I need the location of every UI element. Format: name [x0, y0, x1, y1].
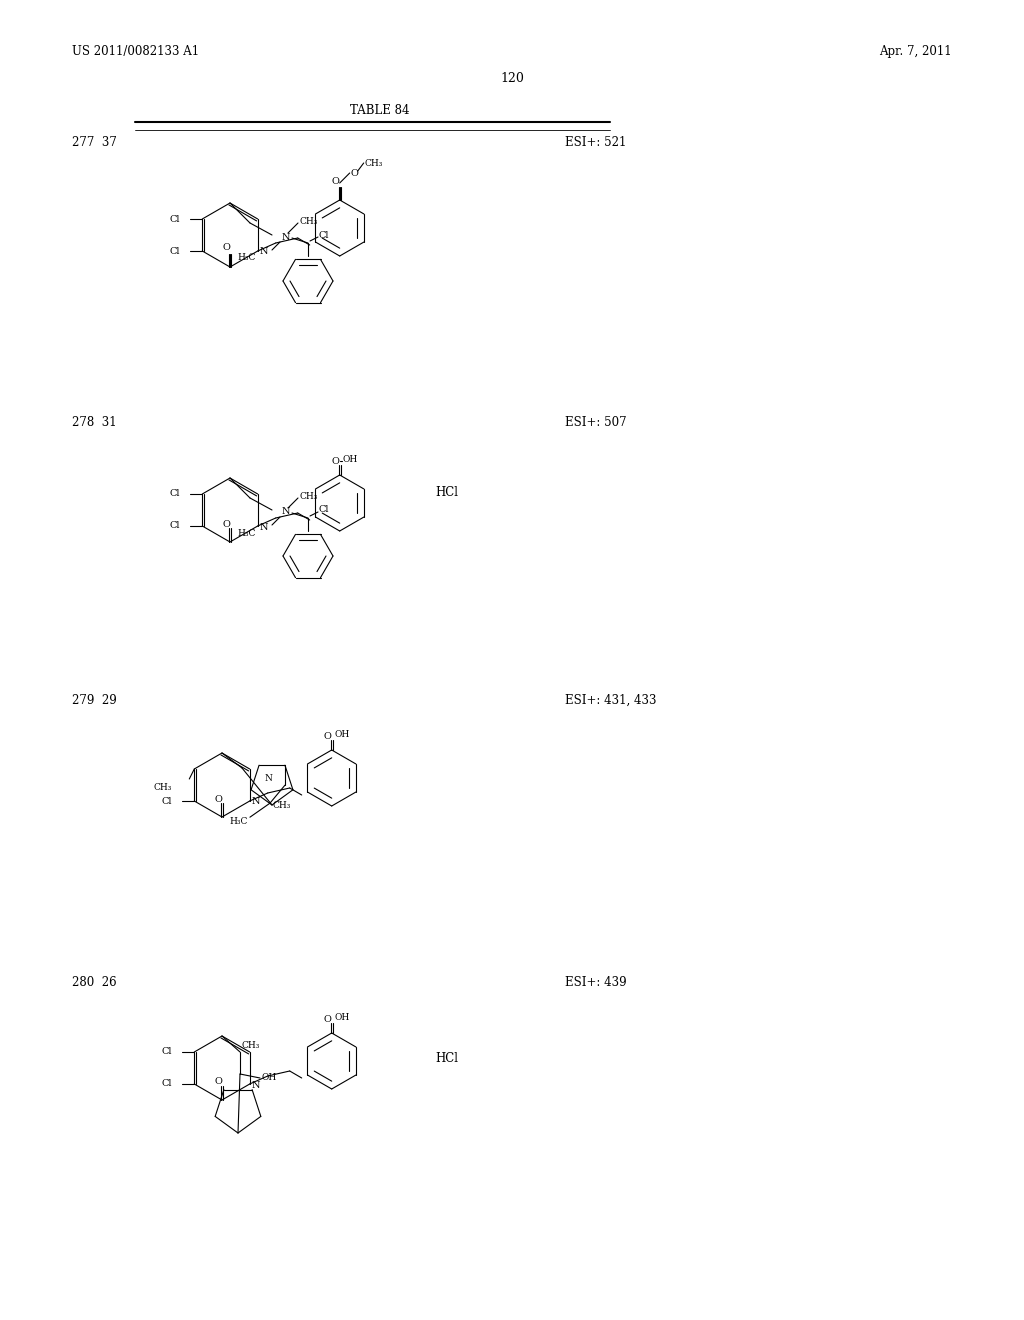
Text: H₃C: H₃C [229, 817, 248, 826]
Text: Cl: Cl [318, 506, 329, 515]
Text: CH₃: CH₃ [299, 491, 317, 500]
Text: O: O [332, 457, 340, 466]
Text: O: O [214, 1077, 222, 1086]
Text: 120: 120 [500, 71, 524, 84]
Text: H₃C: H₃C [238, 253, 256, 263]
Text: ESI+: 507: ESI+: 507 [565, 416, 627, 429]
Text: Cl: Cl [170, 521, 180, 531]
Text: Cl: Cl [162, 1080, 172, 1089]
Text: CH₃: CH₃ [365, 158, 383, 168]
Text: 277  37: 277 37 [72, 136, 117, 149]
Text: N: N [282, 232, 290, 242]
Text: N: N [252, 797, 260, 807]
Text: OH: OH [335, 1012, 350, 1022]
Text: CH₃: CH₃ [273, 801, 291, 809]
Text: O: O [222, 243, 230, 252]
Text: O: O [324, 731, 332, 741]
Text: H₃C: H₃C [238, 528, 256, 537]
Text: O: O [214, 795, 222, 804]
Text: CH₃: CH₃ [154, 783, 172, 792]
Text: Cl: Cl [162, 796, 172, 805]
Text: O: O [222, 520, 230, 528]
Text: HCl: HCl [435, 487, 458, 499]
Text: N: N [252, 1081, 260, 1089]
Text: N: N [260, 248, 268, 256]
Text: ESI+: 521: ESI+: 521 [565, 136, 627, 149]
Text: N: N [282, 507, 290, 516]
Text: N: N [260, 523, 268, 532]
Text: CH₃: CH₃ [299, 216, 317, 226]
Text: TABLE 84: TABLE 84 [350, 103, 410, 116]
Text: HCl: HCl [435, 1052, 458, 1064]
Text: Apr. 7, 2011: Apr. 7, 2011 [880, 45, 952, 58]
Text: ESI+: 439: ESI+: 439 [565, 977, 627, 990]
Text: Cl: Cl [162, 1048, 172, 1056]
Text: OH: OH [335, 730, 350, 738]
Text: 279  29: 279 29 [72, 693, 117, 706]
Text: US 2011/0082133 A1: US 2011/0082133 A1 [72, 45, 199, 58]
Text: CH₃: CH₃ [241, 1040, 259, 1049]
Text: O: O [332, 177, 340, 186]
Text: OH: OH [343, 454, 358, 463]
Text: N: N [264, 774, 272, 783]
Text: O: O [324, 1015, 332, 1023]
Text: ESI+: 431, 433: ESI+: 431, 433 [565, 693, 656, 706]
Text: OH: OH [261, 1073, 276, 1082]
Text: Cl: Cl [170, 214, 180, 223]
Text: Cl: Cl [170, 247, 180, 256]
Text: O: O [350, 169, 358, 177]
Text: 280  26: 280 26 [72, 977, 117, 990]
Text: Cl: Cl [318, 231, 329, 239]
Text: 278  31: 278 31 [72, 416, 117, 429]
Text: Cl: Cl [170, 490, 180, 499]
